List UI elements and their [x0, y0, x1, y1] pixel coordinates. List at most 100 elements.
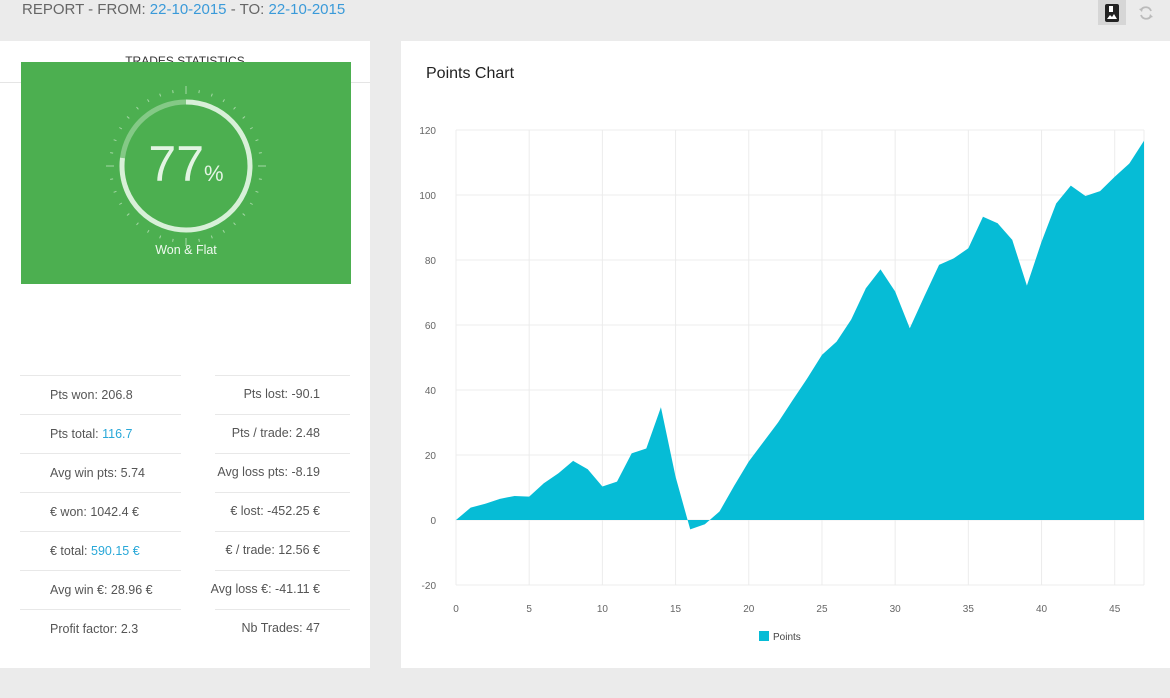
gauge-tick [172, 90, 174, 94]
stat-left-5: Avg win €: 28.96 € [20, 570, 181, 609]
gauge-tick [119, 202, 123, 205]
points-chart-panel: Points Chart -20 0 20 40 60 80 100 120 0 5 10 15 20 2… [401, 41, 1170, 668]
gauge-tick [258, 152, 262, 154]
to-label: - TO: [226, 1, 269, 18]
gauge-tick [126, 213, 130, 216]
stat-value: 12.56 € [278, 543, 320, 557]
report-label: REPORT - FROM: [22, 1, 150, 18]
stat-right-5: Avg loss €: -41.11 € [181, 570, 350, 609]
stat-right-0: Pts lost: -90.1 [181, 375, 350, 414]
stat-label: Profit factor: [50, 622, 121, 636]
gauge-tick [258, 178, 262, 180]
report-header: REPORT - FROM: 22-10-2015 - TO: 22-10-20… [22, 0, 345, 20]
stat-label: € won: [50, 505, 91, 519]
stat-left-3: € won: 1042.4 € [20, 492, 181, 531]
y-tick-label: 60 [425, 321, 437, 332]
gauge-tick [255, 139, 259, 142]
stat-label: Avg win €: [50, 583, 111, 597]
gauge-value-wrap: 77% [21, 134, 351, 207]
from-date[interactable]: 22-10-2015 [149, 1, 227, 18]
gauge-tick [242, 116, 246, 119]
stat-label: Avg loss pts: [217, 465, 292, 479]
stat-label: Nb Trades: [241, 621, 307, 635]
stat-value: 1042.4 € [90, 505, 139, 519]
stat-label: Pts won: [50, 388, 102, 402]
stat-value: -41.11 € [275, 582, 320, 596]
stat-value: 2.48 [295, 426, 320, 440]
gauge-tick [147, 99, 150, 103]
gauge-tick [210, 93, 213, 97]
stat-label: Avg win pts: [50, 466, 121, 480]
y-tick-label: 0 [430, 516, 436, 527]
stat-value: 590.15 € [91, 544, 140, 558]
won-flat-gauge: 77% Won & Flat [21, 62, 351, 284]
stat-right-4: € / trade: 12.56 € [181, 531, 350, 570]
stat-label: Avg loss €: [210, 582, 276, 596]
stat-value: 5.74 [120, 466, 145, 480]
gauge-track [120, 99, 187, 159]
stat-label: Pts / trade: [231, 426, 296, 440]
gauge-tick [255, 190, 259, 193]
stat-right-2: Avg loss pts: -8.19 [181, 453, 350, 492]
stat-value: 116.7 [102, 427, 133, 441]
stat-value: -8.19 [291, 465, 321, 479]
gauge-tick [222, 229, 225, 233]
stat-label: € lost: [230, 504, 268, 518]
stat-left-6: Profit factor: 2.3 [20, 609, 181, 648]
stat-label: € / trade: [225, 543, 279, 557]
gauge-tick [233, 222, 236, 226]
stat-value: 47 [306, 621, 320, 635]
stat-right-1: Pts / trade: 2.48 [181, 414, 350, 453]
gauge-tick [222, 99, 225, 103]
y-tick-label: 120 [419, 126, 436, 137]
points-chart: -20 0 20 40 60 80 100 120 0 5 10 15 20 25 30 35 40 45 Poin… [419, 126, 1145, 643]
image-button[interactable] [1098, 0, 1126, 25]
x-tick-label: 30 [890, 604, 902, 615]
gauge-tick [172, 238, 174, 242]
gauge-tick [210, 235, 213, 239]
stat-right-6: Nb Trades: 47 [181, 609, 350, 648]
x-tick-label: 0 [453, 604, 459, 615]
gauge-tick [249, 202, 253, 205]
stat-value: -90.1 [291, 387, 321, 401]
stat-value: 28.96 € [110, 583, 153, 597]
x-tick-label: 10 [597, 604, 609, 615]
y-tick-label: 20 [425, 451, 437, 462]
x-tick-label: 45 [1109, 604, 1121, 615]
gauge-tick [113, 190, 117, 193]
to-date[interactable]: 22-10-2015 [268, 1, 346, 18]
stat-label: Pts lost: [243, 387, 292, 401]
x-tick-label: 25 [816, 604, 828, 615]
y-tick-label: 40 [425, 386, 437, 397]
stat-label: € total: [50, 544, 91, 558]
image-icon [1105, 3, 1119, 22]
stat-value: 2.3 [120, 622, 139, 636]
gauge-tick [136, 222, 139, 226]
gauge-tick [147, 229, 150, 233]
stat-left-4: € total: 590.15 € [20, 531, 181, 570]
gauge-tick [110, 152, 114, 154]
gauge-ring [106, 86, 266, 246]
gauge-tick [119, 127, 123, 130]
stat-right-3: € lost: -452.25 € [181, 492, 350, 531]
stat-value: -452.25 € [267, 504, 320, 518]
x-tick-label: 5 [526, 604, 532, 615]
gauge-tick [198, 238, 200, 242]
stat-left-0: Pts won: 206.8 [20, 375, 181, 414]
x-tick-label: 40 [1036, 604, 1048, 615]
gauge-tick [198, 90, 200, 94]
legend-label: Points [773, 632, 801, 643]
y-tick-label: 100 [419, 191, 436, 202]
gauge-tick [126, 116, 130, 119]
x-tick-label: 15 [670, 604, 682, 615]
gauge-tick [159, 235, 162, 239]
y-tick-label: 80 [425, 256, 437, 267]
gauge-label: Won & Flat [155, 243, 217, 257]
refresh-button[interactable] [1132, 0, 1160, 25]
points-area [456, 140, 1144, 530]
gauge-tick [159, 93, 162, 97]
gauge-tick [110, 178, 114, 180]
gauge-tick [242, 213, 246, 216]
gauge-fill [119, 99, 253, 233]
stat-label: Pts total: [50, 427, 103, 441]
